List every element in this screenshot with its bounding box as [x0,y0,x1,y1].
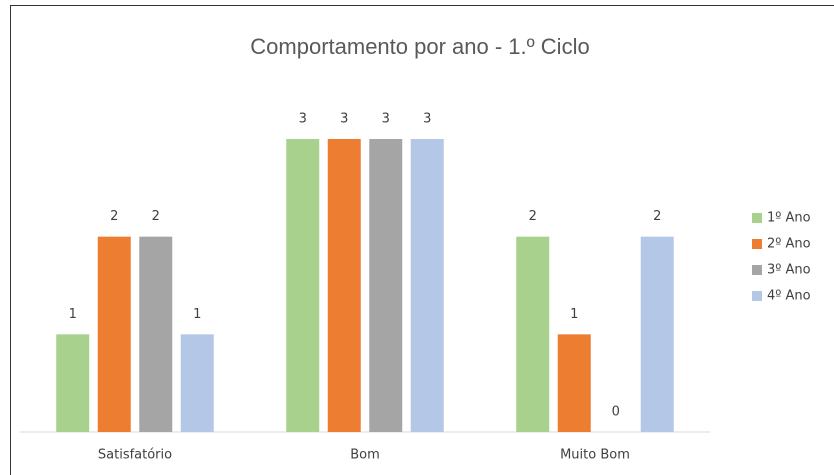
legend-swatch [752,239,762,249]
bar [139,236,173,432]
x-tick-label: Bom [350,448,380,463]
bar [56,334,90,432]
bar [286,139,320,432]
data-label: 2 [653,209,661,224]
data-label: 3 [340,112,348,127]
legend-label: 4º Ano [767,289,811,304]
data-label: 2 [152,209,160,224]
legend-label: 1º Ano [767,211,811,226]
bar [369,139,403,432]
legend-swatch [752,291,762,301]
data-label: 2 [110,209,118,224]
x-tick-label: Satisfatório [98,448,172,463]
legend-label: 3º Ano [767,263,811,278]
chart-title: Comportamento por ano - 1.º Ciclo [250,34,589,59]
bar [640,236,674,432]
bar [516,236,550,432]
data-label: 3 [299,112,307,127]
x-tick-label: Muito Bom [560,448,630,463]
legend-swatch [752,265,762,275]
bar [97,236,131,432]
data-label: 0 [612,405,620,420]
legend-label: 2º Ano [767,237,811,252]
bar [410,139,444,432]
data-label: 3 [382,112,390,127]
data-label: 1 [570,307,578,322]
data-label: 3 [423,112,431,127]
data-label: 1 [193,307,201,322]
bar [327,139,361,432]
data-label: 2 [529,209,537,224]
bar [180,334,214,432]
legend-swatch [752,213,762,223]
data-label: 1 [69,307,77,322]
bar [557,334,591,432]
